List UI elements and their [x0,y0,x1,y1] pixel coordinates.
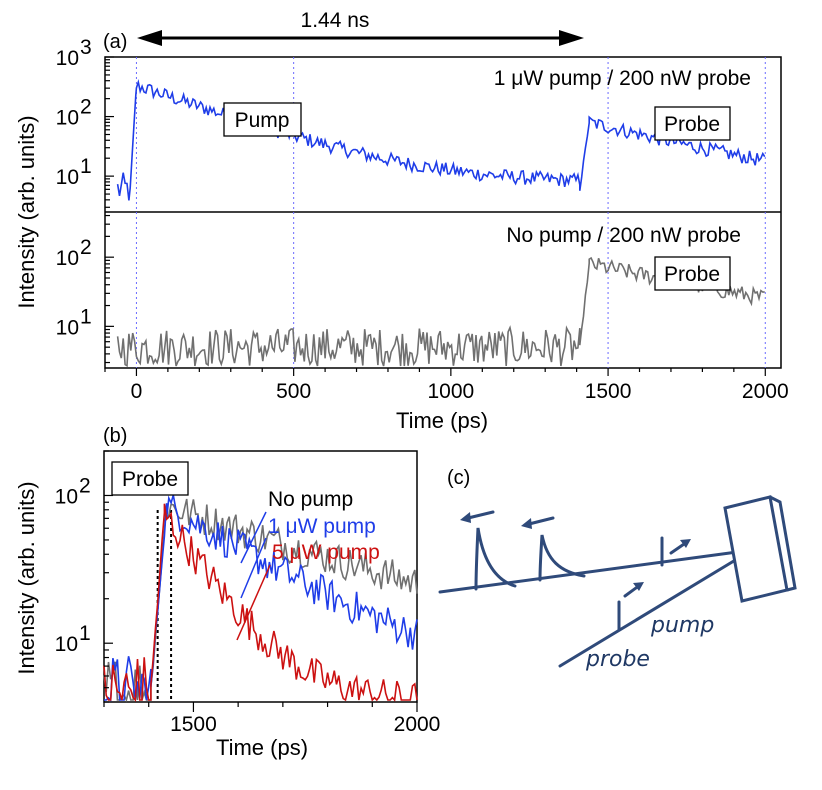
c-arrowhead-2 [521,518,532,529]
b-leader-5uW [236,564,271,641]
a-top-vlines [135,57,766,212]
c-sample-plate-edge [768,495,797,592]
a-xticks: 0 500 1000 1500 2000 [104,368,789,403]
a-top-series-line [116,78,766,201]
a-bottom-yticks-label: 10 [56,247,79,270]
b-series-line [103,503,418,702]
b-leader-1uW-b [240,537,267,599]
a-bottom-probe-box-label: Probe [664,263,720,286]
a-top-yticks-exp: 1 [80,155,92,178]
c-pulse-1 [474,527,517,591]
a-bottom-yticks-exp: 1 [80,305,92,328]
b-xtick-label: 1500 [170,713,217,736]
a-top-series [116,78,766,201]
a-ylabel: Intensity (arb. units) [14,115,39,308]
delay-arrow-right-head [559,30,584,46]
c-probe-label: probe [585,647,650,672]
a-top-legend-text: 1 μW pump / 200 nW probe [494,67,751,90]
b-xticks: 1500 2000 [103,702,441,736]
a-bottom-yticks-exp: 2 [80,236,92,259]
b-yticks-exp: 1 [79,622,91,645]
a-top-probe-box: Probe [654,106,731,141]
b-probe-box: Probe [111,461,189,496]
a-top-yticks-label: 10 [56,47,79,70]
c-arrowhead-3 [680,539,691,548]
delay-arrow-label: 1.44 ns [301,9,370,32]
a-xlabel: Time (ps) [396,408,488,433]
a-top-yticks-label: 10 [56,107,79,130]
a-top-pump-box-label: Pump [235,109,290,132]
c-pump-label: pump [650,613,714,638]
c-arrowhead-1 [460,512,471,523]
panel-b-label: (b) [103,425,127,447]
panel-c-label: (c) [447,467,470,489]
panel-a-label: (a) [103,31,127,53]
b-ylabel: Intensity (arb. units) [14,481,39,674]
c-pulse-2 [538,534,586,582]
a-top-yticks-exp: 3 [80,36,92,59]
a-bottom-probe-box: Probe [654,256,731,291]
c-arrowhead-4 [633,582,644,591]
b-yticks-label: 10 [55,485,78,508]
a-top-yticks-label: 10 [56,166,79,189]
panel-c: (c) pump probe [438,467,797,672]
b-yticks-exp: 2 [79,474,91,497]
delay-arrow-left-head [137,30,162,46]
a-top-pump-box: Pump [223,102,302,137]
b-legend-nopump: No pump [268,488,353,511]
a-bottom-yticks-label: 10 [56,316,79,339]
b-leader-1uW [240,511,267,564]
b-xtick-label: 2000 [394,713,441,736]
a-bottom-legend-text: No pump / 200 nW probe [506,224,741,247]
a-xtick-label: 2000 [742,380,789,403]
a-xtick-label: 1000 [428,380,475,403]
c-main-beam [438,548,754,594]
c-pump-beam [558,548,754,668]
c-sample-plate-front [723,495,789,603]
b-xlabel: Time (ps) [216,735,308,760]
b-series [103,494,418,703]
b-legend-5uW: 5 μW pump [272,541,380,564]
a-top-yticks-exp: 2 [80,96,92,119]
panel-b-frame [103,450,418,703]
a-xtick-label: 1500 [585,380,632,403]
a-xtick-label: 500 [276,380,311,403]
a-top-probe-box-label: Probe [664,113,720,136]
b-probe-box-label: Probe [122,468,178,491]
a-xtick-label: 0 [131,380,143,403]
b-legend-1uW: 1 μW pump [268,515,376,538]
b-yticks-label: 10 [55,633,78,656]
